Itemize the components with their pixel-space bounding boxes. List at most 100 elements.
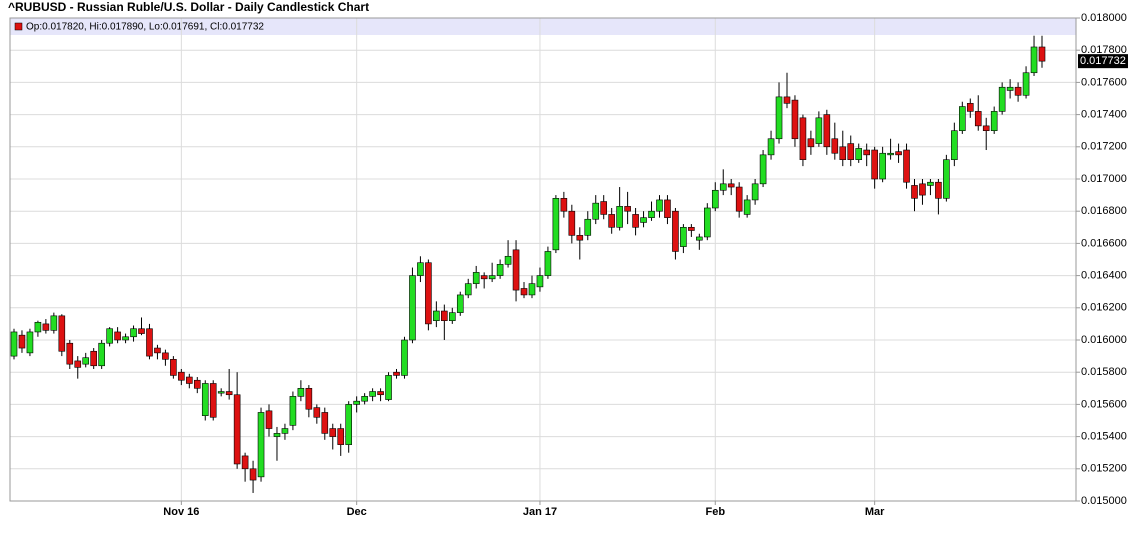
candle-body: [584, 218, 592, 236]
candle-body: [815, 117, 823, 144]
candle-body: [18, 334, 26, 349]
candle-body: [927, 181, 934, 186]
candle-body: [576, 235, 584, 241]
candle-body: [974, 111, 982, 127]
candle-body: [162, 352, 169, 360]
candle-body: [998, 86, 1006, 112]
candle-body: [337, 428, 345, 445]
legend-band: [10, 18, 1076, 35]
y-tick-label: 0.017000: [1081, 173, 1127, 185]
candle-body: [353, 400, 360, 405]
candle-body: [616, 206, 623, 228]
candle-body: [138, 328, 145, 334]
candle-body: [887, 152, 894, 156]
candle-body: [823, 114, 831, 148]
candle-body: [831, 138, 839, 154]
candle-body: [751, 183, 759, 201]
candle-body: [783, 96, 791, 104]
candle-body: [257, 412, 265, 478]
candle-body: [640, 217, 647, 223]
candle-body: [847, 143, 855, 160]
candle-body: [193, 379, 201, 389]
candle-body: [935, 181, 942, 199]
legend-swatch: [14, 22, 23, 31]
y-tick-label: 0.015000: [1081, 495, 1127, 507]
candle-body: [377, 391, 384, 396]
candle-body: [1022, 72, 1030, 96]
y-tick-label: 0.015200: [1081, 463, 1127, 475]
y-tick-label: 0.016400: [1081, 270, 1127, 282]
candle-body: [10, 331, 18, 357]
candle-body: [170, 359, 177, 376]
candle-body: [839, 146, 847, 160]
candle-body: [409, 275, 416, 341]
candle-body: [704, 207, 711, 238]
candle-body: [1030, 46, 1038, 74]
x-tick-label: Dec: [347, 506, 367, 518]
y-tick-label: 0.015800: [1081, 366, 1127, 378]
candle-body: [982, 125, 990, 132]
candle-body: [345, 404, 352, 445]
candle-body: [448, 312, 456, 321]
y-tick-label: 0.015600: [1081, 398, 1127, 410]
y-tick-label: 0.016600: [1081, 237, 1127, 249]
candle-body: [122, 336, 129, 341]
candle-body: [552, 198, 560, 251]
candle-body: [82, 357, 90, 365]
candle-body: [855, 148, 863, 160]
candle-body: [233, 394, 241, 465]
candle-body: [417, 262, 424, 276]
candle-body: [759, 154, 767, 185]
candle-body: [441, 310, 448, 321]
y-tick-label: 0.017800: [1081, 44, 1127, 56]
y-tick-label: 0.017400: [1081, 109, 1127, 121]
candle-body: [281, 428, 289, 434]
x-tick-label: Jan 17: [523, 506, 557, 518]
candle-body: [624, 206, 631, 212]
candle-body: [58, 315, 66, 352]
candle-body: [879, 152, 886, 180]
candle-body: [648, 210, 655, 218]
candle-body: [544, 251, 552, 276]
candle-body: [592, 202, 600, 220]
candle-body: [743, 199, 751, 215]
candle-body: [568, 210, 576, 236]
candle-body: [472, 272, 480, 284]
candle-body: [496, 264, 504, 276]
candle-body: [329, 428, 337, 437]
candle-body: [297, 387, 305, 397]
y-tick-label: 0.015400: [1081, 431, 1127, 443]
candle-body: [1038, 46, 1046, 62]
candle-body: [488, 275, 496, 280]
candle-body: [608, 214, 615, 228]
candle-body: [672, 210, 679, 252]
y-tick-label: 0.016800: [1081, 205, 1127, 217]
y-tick-label: 0.016200: [1081, 302, 1127, 314]
candle-body: [943, 159, 950, 199]
candle-body: [385, 375, 392, 400]
candle-body: [305, 387, 313, 410]
candle-body: [719, 183, 727, 191]
y-tick-label: 0.018000: [1081, 12, 1127, 24]
candle-body: [241, 455, 249, 470]
x-tick-label: Mar: [865, 506, 885, 518]
candle-body: [512, 249, 520, 291]
candle-body: [735, 186, 743, 212]
candle-body: [154, 347, 161, 354]
x-tick-label: Feb: [705, 506, 725, 518]
candle-body: [911, 185, 918, 199]
candle-body: [807, 138, 815, 148]
candle-body: [480, 275, 488, 280]
candle-body: [560, 198, 568, 212]
candle-body: [504, 255, 512, 265]
plot-frame: [9, 17, 1077, 502]
candle-body: [26, 331, 34, 354]
candle-body: [903, 149, 910, 183]
candle-body: [656, 199, 663, 212]
candle-body: [990, 111, 998, 131]
last-price-label: 0.017732: [1080, 55, 1126, 67]
candle-body: [456, 294, 464, 313]
candle-body: [951, 130, 958, 160]
candle-body: [895, 151, 902, 156]
candle-body: [186, 376, 193, 384]
